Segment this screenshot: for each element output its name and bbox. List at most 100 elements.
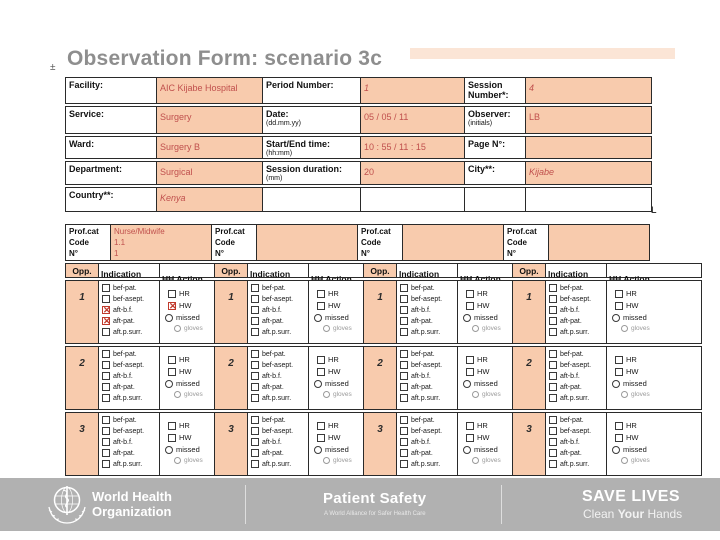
ward-field[interactable]: Surgery B <box>156 136 263 159</box>
checkbox-icon[interactable] <box>400 372 408 380</box>
checkbox-icon[interactable] <box>317 355 325 364</box>
checkbox-icon[interactable] <box>549 306 557 314</box>
checkbox-icon[interactable] <box>400 416 408 424</box>
profcat-field[interactable] <box>548 224 650 261</box>
checkbox-icon[interactable] <box>251 460 259 468</box>
radio-icon[interactable] <box>472 457 479 464</box>
department-field[interactable]: Surgical <box>156 161 263 185</box>
facility-field[interactable]: AIC Kijabe Hospital <box>156 77 263 104</box>
checkbox-icon[interactable] <box>400 306 408 314</box>
checkbox-icon[interactable] <box>466 433 474 442</box>
radio-icon[interactable] <box>174 457 181 464</box>
radio-icon[interactable] <box>165 445 173 454</box>
checkbox-icon[interactable] <box>102 305 111 316</box>
checkbox-icon[interactable] <box>615 421 623 430</box>
checkbox-icon[interactable] <box>102 427 110 435</box>
radio-icon[interactable] <box>174 391 181 398</box>
radio-icon[interactable] <box>472 391 479 398</box>
radio-icon[interactable] <box>323 457 330 464</box>
checkbox-icon[interactable] <box>400 383 408 391</box>
checkbox-icon[interactable] <box>400 361 408 369</box>
checkbox-icon[interactable] <box>549 427 557 435</box>
radio-icon[interactable] <box>314 445 322 454</box>
period-number-field[interactable]: 1 <box>360 77 465 104</box>
radio-icon[interactable] <box>472 325 479 332</box>
radio-icon[interactable] <box>323 325 330 332</box>
radio-icon[interactable] <box>314 313 322 322</box>
checkbox-icon[interactable] <box>400 449 408 457</box>
checkbox-icon[interactable] <box>400 394 408 402</box>
checkbox-icon[interactable] <box>549 416 557 424</box>
checkbox-icon[interactable] <box>549 317 557 325</box>
city-field[interactable]: Kijabe <box>525 161 652 185</box>
checkbox-icon[interactable] <box>400 328 408 336</box>
checkbox-icon[interactable] <box>251 449 259 457</box>
radio-icon[interactable] <box>174 325 181 332</box>
checkbox-icon[interactable] <box>615 289 623 298</box>
checkbox-icon[interactable] <box>400 350 408 358</box>
checkbox-icon[interactable] <box>615 301 623 310</box>
checkbox-icon[interactable] <box>317 367 325 376</box>
radio-icon[interactable] <box>621 457 628 464</box>
checkbox-icon[interactable] <box>466 421 474 430</box>
time-field[interactable]: 10 : 55 / 11 : 15 <box>360 136 465 159</box>
checkbox-icon[interactable] <box>549 460 557 468</box>
checkbox-icon[interactable] <box>317 301 325 310</box>
checkbox-icon[interactable] <box>251 438 259 446</box>
checkbox-icon[interactable] <box>400 438 408 446</box>
checkbox-icon[interactable] <box>102 284 110 292</box>
checkbox-icon[interactable] <box>549 361 557 369</box>
checkbox-icon[interactable] <box>251 328 259 336</box>
checkbox-icon[interactable] <box>549 372 557 380</box>
checkbox-icon[interactable] <box>102 394 110 402</box>
checkbox-icon[interactable] <box>102 438 110 446</box>
checkbox-icon[interactable] <box>549 284 557 292</box>
checkbox-icon[interactable] <box>549 383 557 391</box>
checkbox-icon[interactable] <box>102 316 111 327</box>
radio-icon[interactable] <box>165 379 173 388</box>
checkbox-icon[interactable] <box>168 421 176 430</box>
checkbox-icon[interactable] <box>251 284 259 292</box>
radio-icon[interactable] <box>621 391 628 398</box>
observer-field[interactable]: LB <box>525 106 652 134</box>
radio-icon[interactable] <box>463 445 471 454</box>
checkbox-icon[interactable] <box>102 372 110 380</box>
checkbox-icon[interactable] <box>549 449 557 457</box>
radio-icon[interactable] <box>621 325 628 332</box>
checkbox-icon[interactable] <box>102 383 110 391</box>
checkbox-icon[interactable] <box>102 328 110 336</box>
checkbox-icon[interactable] <box>251 383 259 391</box>
checkbox-icon[interactable] <box>400 427 408 435</box>
radio-icon[interactable] <box>323 391 330 398</box>
profcat-field[interactable] <box>402 224 504 261</box>
checkbox-icon[interactable] <box>251 361 259 369</box>
checkbox-icon[interactable] <box>549 328 557 336</box>
checkbox-icon[interactable] <box>400 284 408 292</box>
checkbox-icon[interactable] <box>251 372 259 380</box>
country-field[interactable]: Kenya <box>156 187 263 212</box>
checkbox-icon[interactable] <box>317 421 325 430</box>
checkbox-icon[interactable] <box>102 361 110 369</box>
checkbox-icon[interactable] <box>251 394 259 402</box>
checkbox-icon[interactable] <box>168 367 176 376</box>
radio-icon[interactable] <box>612 445 620 454</box>
checkbox-icon[interactable] <box>168 301 177 312</box>
checkbox-icon[interactable] <box>615 355 623 364</box>
checkbox-icon[interactable] <box>466 289 474 298</box>
checkbox-icon[interactable] <box>400 317 408 325</box>
checkbox-icon[interactable] <box>549 394 557 402</box>
radio-icon[interactable] <box>165 313 173 322</box>
checkbox-icon[interactable] <box>102 460 110 468</box>
checkbox-icon[interactable] <box>317 433 325 442</box>
checkbox-icon[interactable] <box>251 295 259 303</box>
radio-icon[interactable] <box>612 379 620 388</box>
radio-icon[interactable] <box>612 313 620 322</box>
checkbox-icon[interactable] <box>466 367 474 376</box>
date-field[interactable]: 05 / 05 / 11 <box>360 106 465 134</box>
checkbox-icon[interactable] <box>549 350 557 358</box>
checkbox-icon[interactable] <box>615 433 623 442</box>
duration-field[interactable]: 20 <box>360 161 465 185</box>
checkbox-icon[interactable] <box>615 367 623 376</box>
checkbox-icon[interactable] <box>466 301 474 310</box>
checkbox-icon[interactable] <box>400 460 408 468</box>
